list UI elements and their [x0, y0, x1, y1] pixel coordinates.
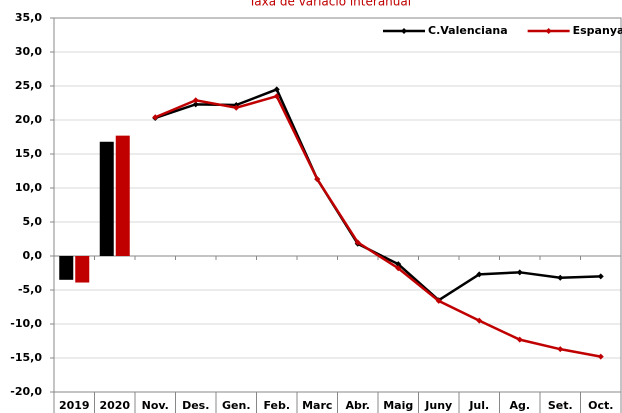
y-tick-label: 5,0	[23, 215, 43, 228]
y-tick-label: 10,0	[15, 181, 42, 194]
x-tick-label: Ag.	[509, 399, 530, 412]
x-tick-label: Feb.	[263, 399, 290, 412]
x-tick-label: 2019	[59, 399, 90, 412]
y-tick-label: 30,0	[15, 45, 42, 58]
x-tick-label: Jul.	[468, 399, 489, 412]
marker	[597, 273, 604, 280]
y-tick-label: -10,0	[10, 317, 42, 330]
marker	[597, 353, 604, 360]
plot-border	[53, 17, 622, 393]
marker	[435, 297, 442, 304]
x-tick-label: Set.	[548, 399, 573, 412]
legend-marker	[545, 28, 552, 34]
y-tick-label: 20,0	[15, 113, 42, 126]
x-tick-label: Maig	[383, 399, 413, 412]
legend-label: Espanya	[573, 24, 622, 37]
y-tick-label: 25,0	[15, 79, 42, 92]
y-tick-label: 15,0	[15, 147, 42, 160]
marker	[516, 336, 523, 343]
y-tick-label: 35,0	[15, 11, 42, 24]
y-tick-label: -20,0	[10, 385, 42, 398]
marker	[476, 271, 483, 278]
marker	[354, 239, 361, 246]
marker	[516, 269, 523, 276]
x-tick-label: Abr.	[346, 399, 370, 412]
y-tick-label: -15,0	[10, 351, 42, 364]
marker	[476, 317, 483, 324]
marker	[395, 261, 402, 268]
x-tick-label: Marc	[302, 399, 332, 412]
x-tick-label: Oct.	[588, 399, 613, 412]
y-tick-label: -5,0	[18, 283, 42, 296]
legend-label: C.Valenciana	[428, 24, 508, 37]
x-tick-label: Des.	[182, 399, 209, 412]
bar	[59, 256, 74, 280]
marker	[314, 176, 321, 183]
bar	[115, 135, 130, 256]
marker	[273, 86, 280, 93]
marker	[192, 97, 199, 104]
legend-marker	[401, 28, 407, 34]
chart-title: Taxa de variació interanual	[248, 0, 411, 9]
x-tick-label: Gen.	[222, 399, 251, 412]
marker	[152, 114, 159, 121]
line	[154, 87, 601, 302]
x-tick-label: Nov.	[142, 399, 169, 412]
marker	[395, 265, 402, 272]
line	[154, 94, 601, 358]
x-tick-label: 2020	[99, 399, 130, 412]
marker	[273, 93, 280, 100]
marker	[557, 274, 564, 281]
marker	[192, 101, 199, 108]
y-tick-label: 0,0	[23, 249, 43, 262]
marker	[557, 346, 564, 353]
bar	[75, 256, 90, 283]
x-tick-label: Juny	[424, 399, 452, 412]
marker	[233, 104, 240, 111]
bar	[99, 141, 114, 256]
